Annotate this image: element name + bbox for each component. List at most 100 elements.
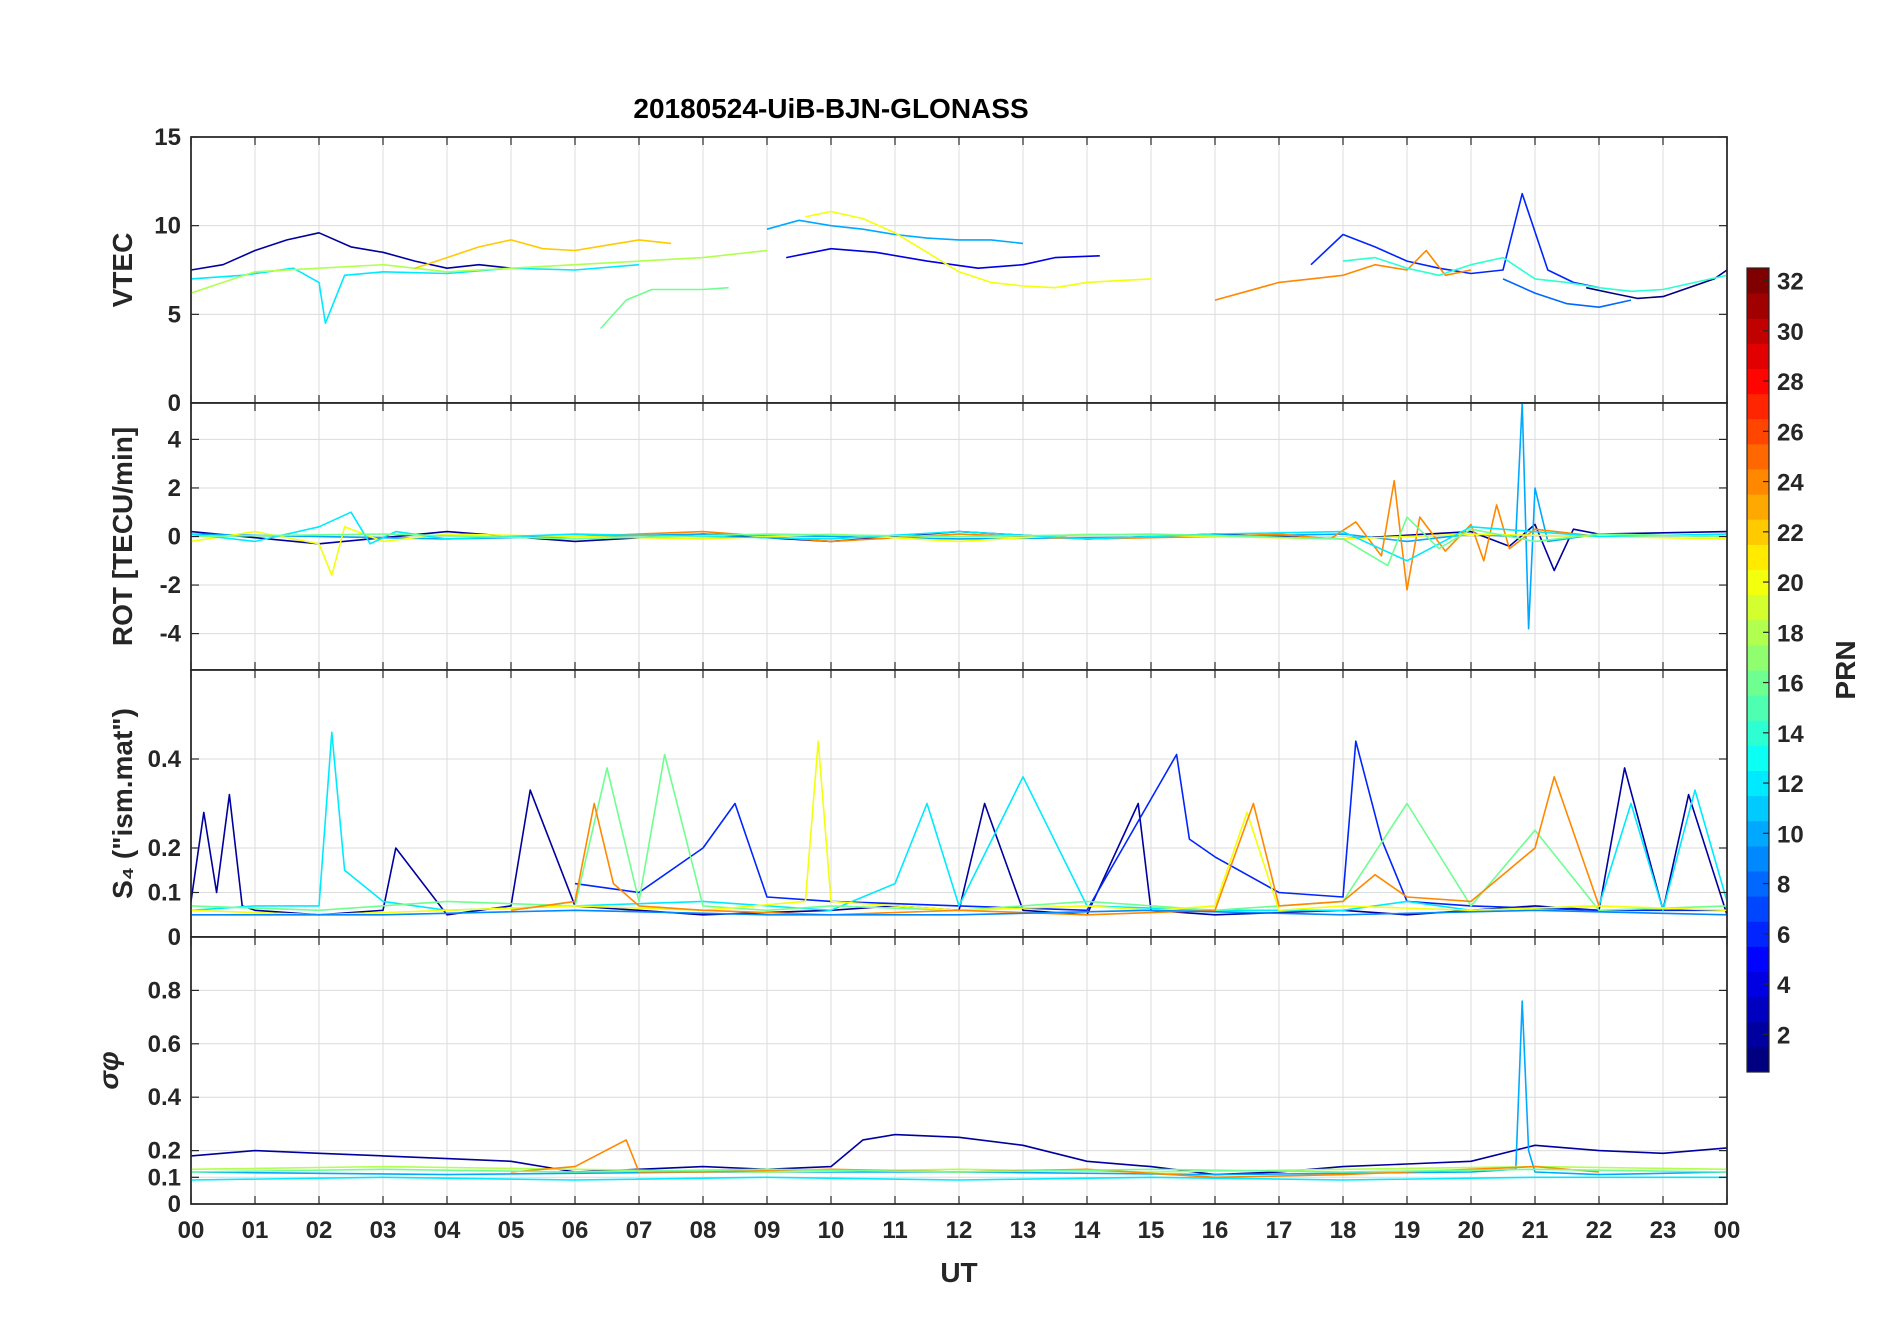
x-tick-label: 12 — [946, 1217, 973, 1244]
colorbar-segment — [1747, 418, 1769, 445]
x-axis-label: UT — [940, 1257, 977, 1288]
y-tick-label: -4 — [160, 621, 182, 648]
series-prn-20 — [805, 210, 1152, 289]
y-tick-label: 0.2 — [148, 835, 181, 862]
chart-title: 20180524-UiB-BJN-GLONASS — [633, 93, 1028, 124]
colorbar-segment — [1747, 293, 1769, 319]
colorbar-segment — [1747, 845, 1769, 872]
panel-series — [191, 403, 1727, 630]
series-prn-20 — [191, 525, 1727, 577]
series-prn-2 — [191, 1133, 1727, 1176]
colorbar-segment — [1747, 469, 1769, 495]
series-prn-2 — [191, 232, 512, 271]
y-tick-label: 0 — [168, 390, 181, 417]
colorbar-segment — [1747, 594, 1769, 621]
colorbar-segment — [1747, 519, 1769, 545]
colorbar-segment — [1747, 443, 1769, 470]
colorbar-segment — [1747, 720, 1769, 746]
colorbar-segment — [1747, 569, 1769, 596]
x-tick-label: 19 — [1394, 1217, 1421, 1244]
series-prn-12 — [191, 1176, 1727, 1181]
x-tick-label: 06 — [562, 1217, 589, 1244]
colorbar-tick-label: 18 — [1777, 620, 1804, 647]
x-tick-label: 04 — [434, 1217, 461, 1244]
colorbar-tick-label: 16 — [1777, 671, 1804, 698]
y-tick-label: 4 — [168, 426, 182, 453]
series-prn-24 — [510, 775, 1600, 916]
colorbar-tick-label: 14 — [1777, 721, 1804, 748]
y-tick-label: 10 — [154, 213, 181, 240]
y-tick-label: 0.4 — [148, 746, 182, 773]
series-prn-20 — [191, 740, 1727, 916]
y-tick-label: 0 — [168, 1191, 181, 1218]
x-tick-label: 03 — [370, 1217, 397, 1244]
colorbar-tick-label: 20 — [1777, 570, 1804, 597]
series-prn-22 — [414, 239, 672, 269]
colorbar-frame — [1746, 267, 1770, 1073]
panel-4: 00.10.2 0.4 0.6 0.8 σφ — [93, 936, 1728, 1218]
panel-3: 0 0.1 0.2 0.4 S₄ ("ism.mat") — [107, 669, 1728, 951]
series-prn-8 — [1502, 278, 1632, 309]
x-tick-label: 08 — [690, 1217, 717, 1244]
colorbar-segment — [1747, 996, 1769, 1023]
colorbar-segment — [1747, 619, 1769, 646]
x-tick-label: 17 — [1266, 1217, 1293, 1244]
y-tick-label: 0.4 — [148, 1084, 182, 1111]
colorbar-segment — [1747, 1021, 1769, 1048]
colorbar-segment — [1747, 921, 1769, 947]
y-tick-label: 0.1 — [148, 1164, 181, 1191]
y-axis-label: ROT [TECU/min] — [107, 427, 138, 646]
x-tick-label: 13 — [1010, 1217, 1037, 1244]
colorbar-tick-label: 8 — [1777, 872, 1790, 899]
y-tick-label: 2 — [168, 475, 181, 502]
y-axis-label: S₄ ("ism.mat") — [107, 708, 138, 899]
series-prn-16 — [600, 286, 729, 330]
series-prn-18 — [191, 249, 768, 294]
colorbar-tick-label: 10 — [1777, 821, 1804, 848]
x-tick-label: 15 — [1138, 1217, 1165, 1244]
colorbar-segment — [1747, 946, 1769, 972]
colorbar-segment — [1747, 318, 1769, 344]
colorbar-tick-label: 12 — [1777, 771, 1804, 798]
y-tick-label: 0.6 — [148, 1031, 181, 1058]
series-prn-9 — [191, 909, 1727, 916]
y-tick-label: 0 — [168, 524, 181, 551]
colorbar-segment — [1747, 544, 1769, 570]
colorbar-segment — [1747, 644, 1769, 671]
panel-2: -4 -2 0 2 4 ROT [TECU/min] — [107, 402, 1728, 671]
colorbar-tick-label: 30 — [1777, 319, 1804, 346]
colorbar-tick-label: 32 — [1777, 269, 1804, 296]
y-tick-label: 15 — [154, 124, 181, 151]
colorbar-tick-label: 24 — [1777, 470, 1804, 497]
panel-series — [191, 192, 1727, 330]
x-tick-label: 14 — [1074, 1217, 1101, 1244]
y-tick-label: -2 — [160, 572, 181, 599]
colorbar-segment — [1747, 670, 1769, 696]
series-prn-24 — [574, 479, 1600, 591]
y-axis-label: VTEC — [107, 233, 138, 308]
x-tick-label: 10 — [818, 1217, 845, 1244]
colorbar-segment — [1747, 745, 1769, 771]
x-tick-label: 18 — [1330, 1217, 1357, 1244]
x-tick-label: 09 — [754, 1217, 781, 1244]
colorbar-segment — [1747, 820, 1769, 847]
x-tick-label: 22 — [1586, 1217, 1613, 1244]
series-prn-24 — [1214, 249, 1472, 301]
colorbar-segment — [1747, 494, 1769, 520]
colorbar-segment — [1747, 368, 1769, 395]
y-tick-label: 5 — [168, 301, 181, 328]
colorbar-segment — [1747, 393, 1769, 420]
y-tick-label: 0.2 — [148, 1138, 181, 1165]
y-tick-label: 0.8 — [148, 977, 181, 1004]
y-axis-label: σφ — [93, 1051, 124, 1089]
x-tick-label: 20 — [1458, 1217, 1485, 1244]
x-tick-label: 07 — [626, 1217, 653, 1244]
series-prn-10 — [766, 219, 1024, 245]
series-prn-14 — [1342, 256, 1727, 293]
colorbar-segment — [1747, 871, 1769, 897]
x-tick-label: 16 — [1202, 1217, 1229, 1244]
colorbar-label: PRN — [1830, 640, 1861, 699]
x-tick-label: 21 — [1522, 1217, 1549, 1244]
